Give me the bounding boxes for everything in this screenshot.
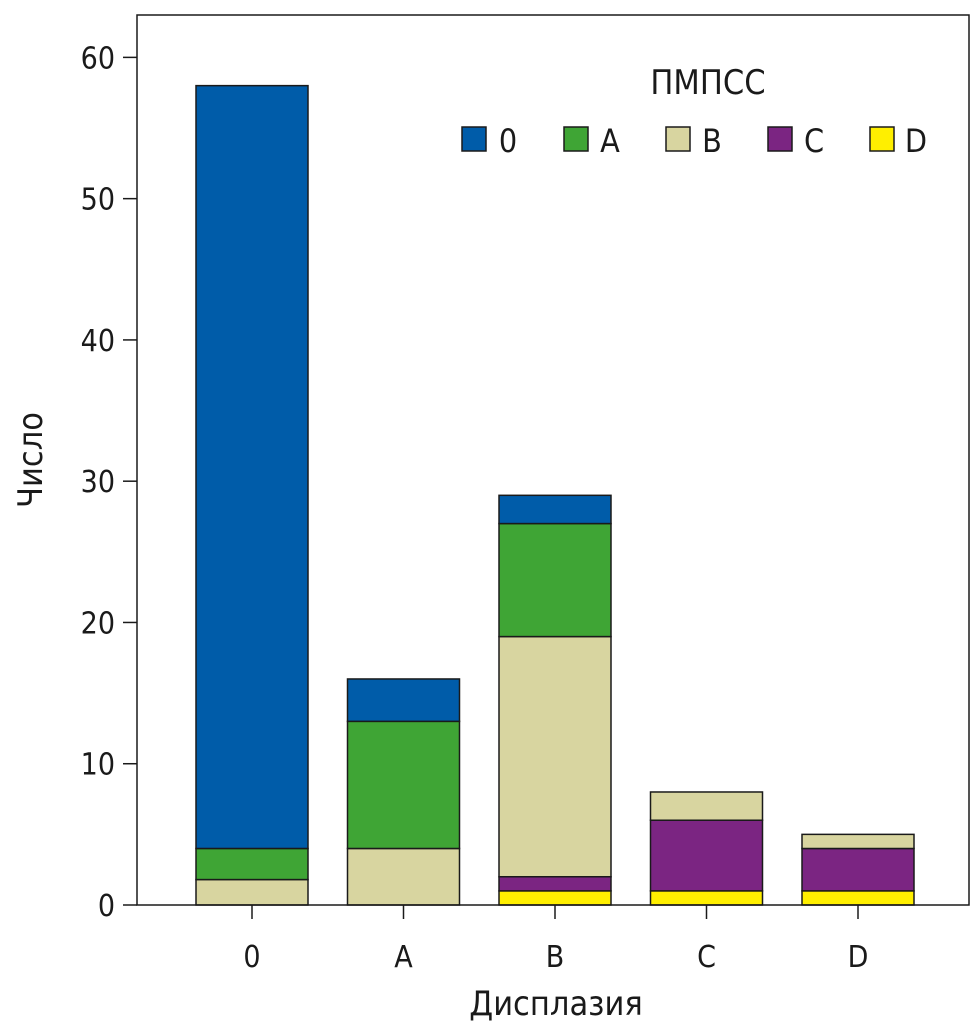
bar-segment-0-A [195, 847, 309, 881]
y-tick-label: 20 [81, 606, 115, 641]
y-axis: 0 10 20 30 40 50 60 [81, 41, 137, 924]
legend-label-0: 0 [499, 122, 517, 160]
bar-segment-D-B [801, 833, 915, 850]
bar-segment-A-B [346, 847, 461, 906]
legend-swatch-C [767, 126, 793, 152]
y-tick-label: 60 [81, 41, 115, 76]
y-tick-label: 10 [81, 748, 115, 783]
bar-segment-C-D [649, 890, 764, 906]
bar-segment-B-B [498, 635, 612, 878]
y-tick-label: 30 [81, 465, 115, 500]
bar-segment-0-B [195, 878, 309, 906]
legend-title: ПМПСС [650, 63, 765, 103]
legend-swatch-B [665, 126, 691, 152]
bar-segment-C-C [649, 819, 764, 892]
bar-segment-A-0 [346, 678, 461, 723]
x-axis: 0 A B C D [243, 905, 868, 975]
legend: ПМПСС 0 A B C D [461, 63, 927, 160]
x-tick-label-0: 0 [243, 940, 260, 975]
bar-segment-B-D [498, 890, 612, 906]
legend-label-B: B [702, 122, 722, 160]
y-axis-title: Число [11, 412, 51, 508]
legend-label-A: A [600, 122, 620, 160]
x-tick-label-D: D [848, 940, 869, 975]
legend-swatch-0 [461, 126, 487, 152]
bar-segment-B-0 [498, 494, 612, 525]
bar-segment-A-A [346, 720, 461, 850]
bar-segment-B-A [498, 522, 612, 638]
bar-segment-C-B [649, 791, 764, 821]
bars-group [195, 84, 915, 906]
bar-segment-B-C [498, 875, 612, 892]
legend-label-C: C [804, 122, 824, 160]
legend-label-D: D [905, 122, 927, 160]
y-tick-label: 50 [81, 183, 115, 218]
legend-swatch-D [869, 126, 895, 152]
bar-segment-D-D [801, 890, 915, 906]
legend-swatch-A [563, 126, 589, 152]
y-tick-label: 40 [81, 324, 115, 359]
x-axis-title: Дисплазия [469, 984, 642, 1024]
x-tick-label-B: B [546, 940, 565, 975]
x-tick-label-C: C [697, 940, 716, 975]
plot-frame [136, 14, 970, 906]
x-tick-label-A: A [394, 940, 413, 975]
bar-segment-0-0 [195, 84, 309, 850]
bar-segment-D-C [801, 847, 915, 892]
y-tick-label: 0 [98, 889, 115, 924]
